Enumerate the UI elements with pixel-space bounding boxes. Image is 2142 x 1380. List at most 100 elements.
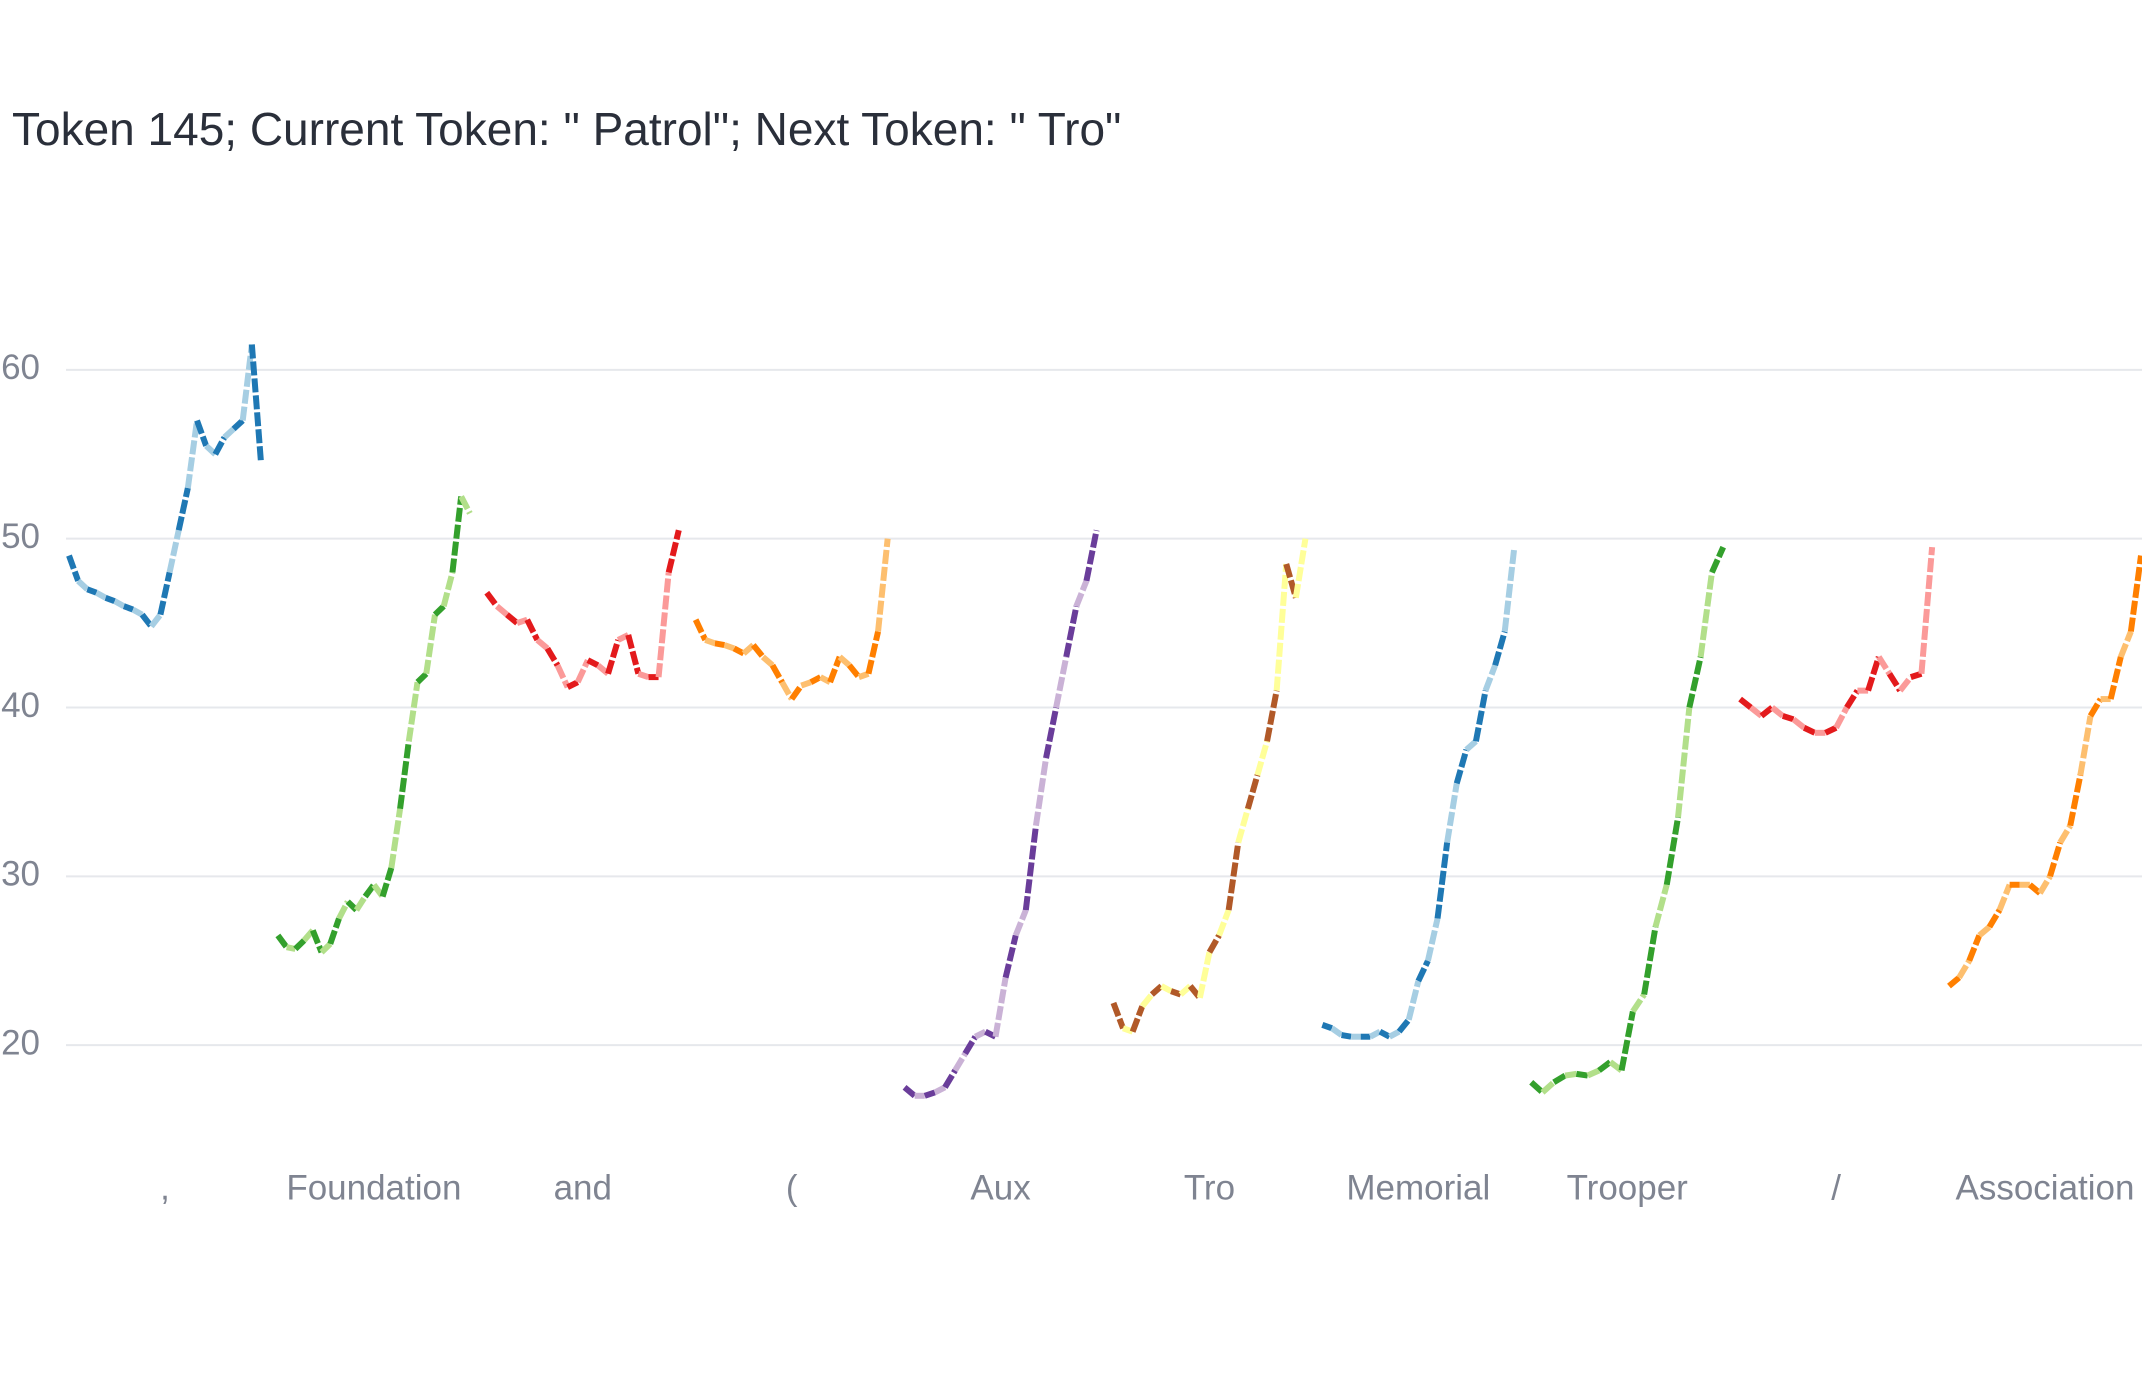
line-segment: [1341, 1032, 1352, 1040]
line-segment: [1876, 655, 1892, 676]
line-segment: [1196, 951, 1213, 999]
line-segment: [1540, 1080, 1556, 1095]
line-segment: [1909, 670, 1923, 680]
line-segment: [2127, 555, 2142, 632]
line-segment: [184, 420, 200, 489]
line-segment: [2087, 697, 2104, 718]
line-segment: [432, 604, 446, 617]
line-segment: [1564, 1070, 1577, 1079]
line-segment: [2047, 841, 2064, 878]
line-segment: [1663, 816, 1682, 886]
line-segment: [1110, 1001, 1126, 1030]
y-tick-label: 50: [1, 517, 40, 556]
line-segment: [1865, 655, 1882, 692]
line-segment: [655, 572, 672, 678]
line-segment: [1043, 706, 1060, 759]
line-segment: [494, 603, 509, 617]
line-segment: [449, 496, 465, 573]
line-segment: [1781, 713, 1795, 723]
line-segment: [1844, 689, 1860, 710]
line-segment: [962, 1035, 978, 1056]
line-segment: [1063, 605, 1080, 658]
y-tick-label: 30: [1, 855, 40, 894]
line-segment: [809, 674, 822, 685]
line-segment: [566, 679, 580, 690]
line-segment: [1986, 908, 2003, 929]
line-segment: [535, 637, 550, 651]
line-segment: [104, 594, 116, 604]
line-segment: [1122, 1025, 1134, 1035]
line-segment: [575, 658, 591, 684]
x-tick-label: (: [786, 1168, 798, 1207]
line-segment: [875, 538, 891, 632]
line-segment: [1453, 748, 1470, 785]
line-segment: [1897, 675, 1914, 693]
line-segment: [1697, 572, 1715, 658]
line-segment: [222, 426, 236, 440]
line-segment: [2057, 824, 2073, 845]
line-segment: [76, 578, 90, 592]
line-segment: [275, 933, 290, 950]
line-segment: [769, 663, 785, 684]
line-segment: [1630, 992, 1647, 1014]
line-segment: [637, 670, 650, 680]
y-tick-label: 60: [1, 348, 40, 387]
line-segment: [1464, 739, 1478, 752]
x-tick-label: Trooper: [1567, 1168, 1689, 1207]
line-segment: [1802, 725, 1817, 736]
line-segment: [336, 900, 351, 920]
line-segment: [2077, 715, 2094, 776]
line-segment: [1501, 546, 1518, 632]
line-segment: [732, 645, 746, 657]
line-segment: [544, 646, 561, 667]
line-segment: [1378, 1028, 1391, 1040]
line-segment: [865, 630, 881, 675]
line-segment: [1425, 917, 1441, 962]
y-tick-label: 20: [1, 1023, 40, 1062]
line-segment: [723, 642, 736, 652]
line-segment: [933, 1084, 947, 1096]
line-segment: [1918, 546, 1936, 674]
line-segment: [1529, 1080, 1545, 1095]
line-segment: [992, 977, 1009, 1038]
chart-title: Token 145; Current Token: " Patrol"; Nex…: [12, 103, 1121, 155]
line-segment: [1002, 934, 1019, 979]
line-segment: [1709, 545, 1726, 574]
line-segment: [846, 663, 862, 680]
line-segment: [1738, 696, 1753, 710]
line-segment: [1586, 1067, 1601, 1079]
line-segment: [1321, 1022, 1333, 1032]
line-segment: [505, 612, 520, 626]
line-segment: [1170, 988, 1182, 998]
x-tick-label: Association: [1956, 1168, 2135, 1207]
line-segment: [293, 938, 307, 952]
line-segment: [516, 616, 529, 626]
line-segment: [1759, 705, 1774, 719]
line-segment: [902, 1085, 917, 1099]
line-segment: [704, 637, 716, 647]
line-segment: [1833, 706, 1850, 730]
line-segment: [1292, 538, 1309, 599]
line-segment: [2107, 656, 2124, 700]
y-tick-label: 40: [1, 686, 40, 725]
line-segment: [1956, 959, 1972, 980]
line-segment: [319, 941, 333, 955]
line-segment: [405, 681, 421, 742]
line-segment: [1770, 705, 1785, 719]
line-segment: [353, 894, 368, 912]
line-segment: [1492, 630, 1508, 667]
line-segment: [1996, 883, 2013, 912]
line-segment: [1053, 656, 1070, 709]
x-tick-label: /: [1831, 1168, 1841, 1207]
line-segment: [760, 654, 775, 668]
line-segment: [231, 418, 245, 432]
line-segment: [94, 590, 108, 601]
line-segment: [779, 680, 795, 701]
line-segment: [423, 614, 438, 675]
line-segment: [1748, 705, 1764, 719]
line-segment: [1235, 807, 1251, 844]
line-segment: [86, 586, 98, 596]
line-segment: [1244, 774, 1261, 810]
line-segment: [310, 929, 325, 954]
